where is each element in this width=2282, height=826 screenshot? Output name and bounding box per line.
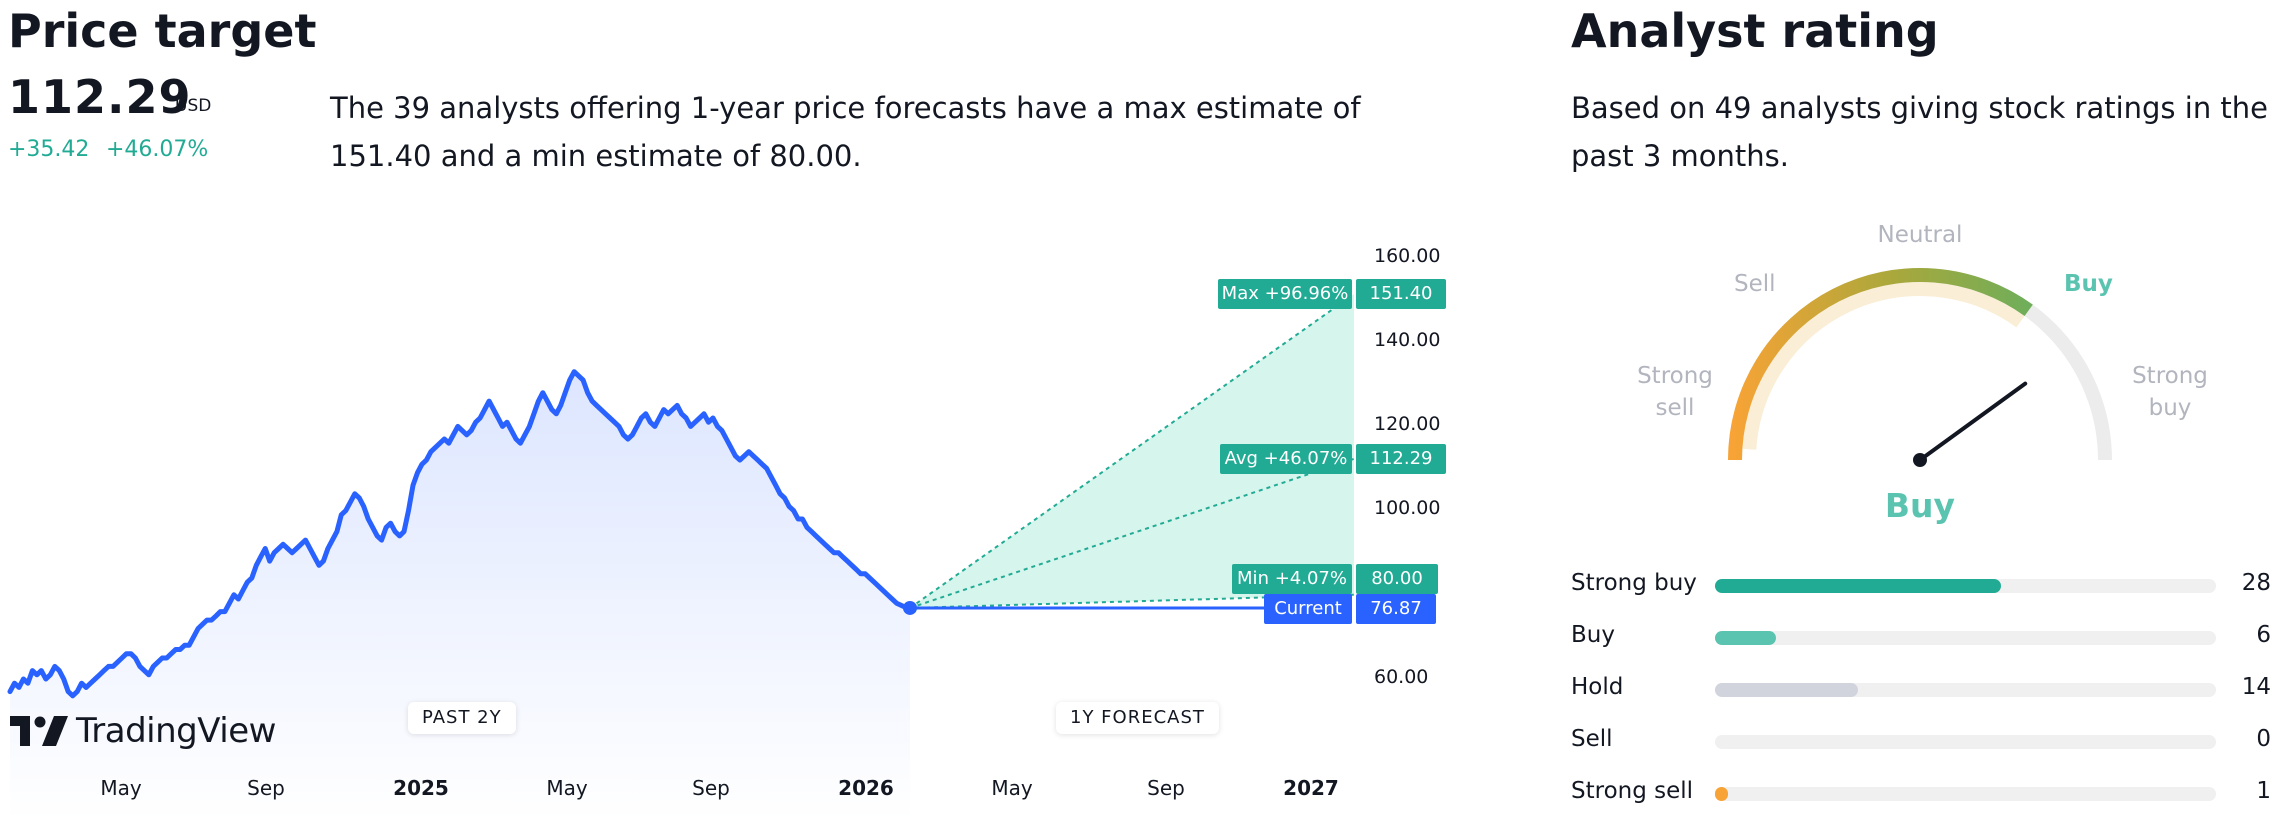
avg-label-badge: Avg +46.07%: [1220, 444, 1352, 474]
gauge-needle-hub: [1913, 453, 1927, 467]
x-tick: Sep: [247, 776, 285, 800]
price-target-currency: USD: [175, 96, 212, 116]
price-chart[interactable]: [0, 230, 1460, 822]
gauge-label-strong-buy: Strong buy: [2132, 363, 2208, 421]
rating-row-track: [1715, 631, 2216, 645]
current-label-badge: Current: [1264, 594, 1352, 624]
price-target-title: Price target: [8, 4, 317, 58]
avg-value-badge: 112.29: [1356, 444, 1446, 474]
forecast-1y-pill[interactable]: 1Y FORECAST: [1056, 702, 1219, 734]
current-price-dot[interactable]: [903, 600, 917, 615]
y-tick: 160.00: [1374, 245, 1441, 267]
forecast-avg-line: [909, 457, 1355, 609]
rating-row: Hold 14: [1571, 670, 2271, 722]
rating-row-count: 6: [2256, 622, 2271, 648]
rating-row-fill: [1715, 787, 1729, 801]
gauge-inner-band: [1742, 282, 2025, 450]
rating-row: Strong buy 28: [1571, 566, 2271, 618]
gauge-label-strong-sell: Strong sell: [1637, 363, 1713, 421]
price-change-percent: +46.07%: [106, 137, 209, 162]
rating-row-count: 0: [2256, 726, 2271, 752]
rating-row-count: 28: [2241, 570, 2271, 596]
gauge-label-neutral: Neutral: [1877, 222, 1963, 248]
rating-gauge-svg: [1728, 268, 2112, 467]
analyst-rating-description: Based on 49 analysts giving stock rating…: [1571, 91, 2269, 173]
gauge-track: [1728, 268, 2112, 461]
rating-row-track: [1715, 683, 2216, 697]
rating-row-label: Strong buy: [1571, 570, 1697, 596]
y-tick: 120.00: [1374, 413, 1441, 435]
y-tick: 100.00: [1374, 497, 1441, 519]
x-tick: Sep: [1147, 776, 1185, 800]
x-tick: May: [546, 776, 588, 800]
rating-row-fill: [1715, 579, 2002, 593]
tradingview-logo[interactable]: TradingView: [10, 711, 276, 751]
rating-row-label: Sell: [1571, 726, 1613, 752]
rating-row-fill: [1715, 631, 1777, 645]
rating-row-count: 14: [2241, 674, 2271, 700]
rating-row: Sell 0: [1571, 722, 2271, 774]
history-line: [7, 369, 913, 699]
current-value-badge: 76.87: [1356, 594, 1436, 624]
x-tick: 2026: [838, 776, 894, 800]
gauge-label-sell: Sell: [1734, 271, 1776, 297]
history-area: [10, 371, 910, 822]
forecast-max-line: [909, 293, 1355, 609]
rating-row: Strong sell 1: [1571, 774, 2271, 826]
price-chart-svg: [7, 293, 1355, 822]
rating-gauge: [1600, 210, 2240, 540]
rating-row-track: [1715, 735, 2216, 749]
gauge-fill: [1728, 268, 2033, 461]
gauge-needle: [1918, 381, 2028, 462]
x-tick: Sep: [692, 776, 730, 800]
price-target-description: The 39 analysts offering 1-year price fo…: [330, 91, 1361, 173]
y-tick: 140.00: [1374, 329, 1441, 351]
x-tick: 2025: [393, 776, 449, 800]
min-label-badge: Min +4.07%: [1232, 564, 1352, 594]
tradingview-logo-text: TradingView: [76, 711, 276, 751]
price-target-value: 112.29: [8, 70, 192, 124]
min-value-badge: 80.00: [1356, 564, 1438, 594]
price-change: +35.42: [8, 137, 90, 162]
rating-row-label: Strong sell: [1571, 778, 1694, 804]
gauge-label-buy: Buy: [2064, 271, 2113, 297]
x-tick: May: [100, 776, 142, 800]
rating-row-track: [1715, 787, 2216, 801]
rating-breakdown: Strong buy 28 Buy 6 Hold 14 Sell 0 Stron…: [1571, 566, 2271, 826]
analyst-rating-title: Analyst rating: [1571, 4, 1939, 58]
x-tick: 2027: [1283, 776, 1339, 800]
rating-row-fill: [1715, 683, 1859, 697]
max-label-badge: Max +96.96%: [1218, 279, 1352, 309]
rating-row-label: Buy: [1571, 622, 1615, 648]
rating-row-track: [1715, 579, 2216, 593]
rating-row-label: Hold: [1571, 674, 1624, 700]
gauge-result: Buy: [1884, 486, 1956, 525]
max-value-badge: 151.40: [1356, 279, 1446, 309]
tradingview-logo-icon: [10, 716, 68, 746]
y-tick: 60.00: [1374, 666, 1429, 688]
rating-row-count: 1: [2256, 778, 2271, 804]
past-2y-pill[interactable]: PAST 2Y: [408, 702, 516, 734]
x-tick: May: [991, 776, 1033, 800]
rating-row: Buy 6: [1571, 618, 2271, 670]
